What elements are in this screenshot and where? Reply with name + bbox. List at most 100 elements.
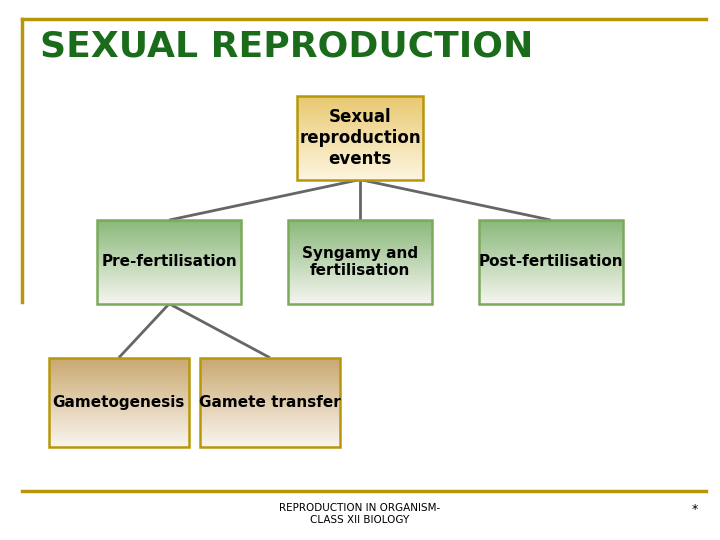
Bar — [297, 110, 423, 111]
Bar — [97, 237, 241, 238]
Bar — [199, 423, 340, 424]
Bar — [479, 287, 623, 288]
Bar — [49, 360, 189, 361]
Bar — [97, 228, 241, 230]
Bar — [288, 272, 432, 273]
Bar — [49, 367, 189, 368]
Bar — [199, 446, 340, 447]
Bar — [297, 107, 423, 109]
Bar — [297, 119, 423, 120]
Bar — [199, 429, 340, 430]
Bar — [199, 436, 340, 437]
Bar — [479, 253, 623, 254]
Bar — [297, 166, 423, 167]
Bar — [297, 129, 423, 130]
Bar — [297, 115, 423, 116]
Bar — [199, 378, 340, 379]
Bar — [199, 366, 340, 367]
Bar — [199, 419, 340, 420]
Bar — [97, 231, 241, 232]
Bar — [297, 123, 423, 124]
Text: Syngamy and
fertilisation: Syngamy and fertilisation — [302, 246, 418, 278]
Bar — [479, 252, 623, 253]
Bar — [288, 246, 432, 247]
Bar — [479, 300, 623, 301]
Bar — [479, 247, 623, 248]
Bar — [479, 286, 623, 287]
Bar — [49, 414, 189, 415]
Bar — [199, 392, 340, 393]
Bar — [479, 299, 623, 300]
Bar — [97, 253, 241, 254]
Bar — [297, 125, 423, 126]
Bar — [297, 146, 423, 147]
Bar — [49, 366, 189, 367]
Bar — [199, 407, 340, 408]
Bar — [288, 247, 432, 248]
Bar — [199, 363, 340, 364]
Bar — [49, 380, 189, 381]
Bar — [49, 381, 189, 382]
Text: Sexual
reproduction
events: Sexual reproduction events — [300, 108, 420, 167]
Bar — [479, 228, 623, 230]
Bar — [97, 278, 241, 279]
Bar — [479, 275, 623, 276]
Bar — [49, 382, 189, 383]
Bar — [49, 428, 189, 429]
Bar — [49, 431, 189, 433]
Bar — [199, 431, 340, 433]
Bar — [479, 265, 623, 266]
Bar — [97, 285, 241, 286]
Bar — [199, 375, 340, 376]
Bar — [49, 384, 189, 386]
Bar — [49, 430, 189, 431]
Bar — [97, 266, 241, 267]
Bar — [49, 362, 189, 363]
Bar — [288, 291, 432, 292]
Bar — [49, 361, 189, 362]
Bar — [288, 228, 432, 230]
Bar — [297, 102, 423, 103]
Bar — [97, 253, 241, 254]
Bar — [479, 258, 623, 259]
Bar — [288, 234, 432, 235]
Bar — [199, 443, 340, 444]
Bar — [49, 445, 189, 446]
Bar — [288, 282, 432, 283]
Bar — [288, 278, 432, 279]
Bar — [49, 419, 189, 420]
Bar — [199, 445, 340, 446]
Bar — [97, 279, 241, 280]
Bar — [49, 392, 189, 393]
Bar — [479, 289, 623, 291]
Bar — [288, 268, 432, 269]
Bar — [97, 271, 241, 272]
Bar — [297, 158, 423, 159]
Bar — [97, 287, 241, 288]
Bar — [97, 281, 241, 282]
Bar — [479, 294, 623, 295]
Bar — [49, 438, 189, 439]
Bar — [49, 434, 189, 435]
Bar — [49, 368, 189, 369]
Bar — [97, 251, 241, 252]
Bar — [49, 411, 189, 412]
Bar — [479, 248, 623, 249]
Bar — [97, 267, 241, 268]
Bar — [297, 118, 423, 119]
Bar — [199, 384, 340, 386]
Bar — [297, 131, 423, 132]
Bar — [288, 240, 432, 241]
Bar — [49, 378, 189, 379]
Bar — [297, 174, 423, 176]
Bar — [199, 373, 340, 374]
Bar — [199, 433, 340, 434]
Bar — [199, 377, 340, 378]
Bar — [288, 298, 432, 299]
Bar — [288, 230, 432, 231]
Bar — [288, 292, 432, 293]
Bar — [49, 440, 189, 441]
Bar — [97, 249, 241, 250]
Bar — [97, 230, 241, 231]
Bar — [297, 177, 423, 178]
